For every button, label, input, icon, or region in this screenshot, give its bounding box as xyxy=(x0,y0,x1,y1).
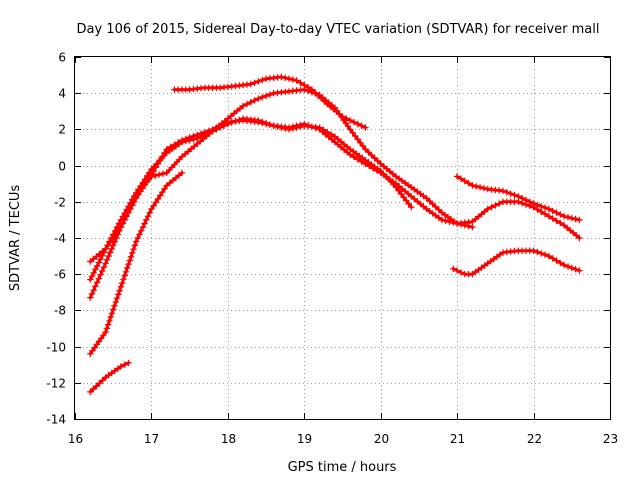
series-track-1 xyxy=(171,73,369,131)
y-tick-label: -8 xyxy=(54,304,66,318)
ticks: -14 -12 -10 -8 -6 -4 -2 0 2 4 6 16 17 18 19 20 21 22 23 xyxy=(46,51,618,447)
series-track-7 xyxy=(453,173,583,224)
y-tick-label: -2 xyxy=(54,196,66,210)
y-tick-label: -4 xyxy=(54,232,66,246)
series-markers xyxy=(171,73,369,131)
x-tick-label: 23 xyxy=(603,432,618,446)
x-tick-label: 19 xyxy=(297,432,312,446)
series-markers xyxy=(87,86,476,301)
series-track-6 xyxy=(87,359,132,396)
x-tick-label: 21 xyxy=(450,432,465,446)
series-markers xyxy=(87,169,186,357)
x-tick-label: 22 xyxy=(527,432,542,446)
y-tick-label: -10 xyxy=(46,341,66,355)
y-tick-label: -12 xyxy=(46,377,66,391)
x-tick-label: 17 xyxy=(144,432,159,446)
series-track-4 xyxy=(87,86,476,301)
series-track-8 xyxy=(450,247,583,278)
series-markers xyxy=(87,359,132,396)
x-tick-label: 20 xyxy=(374,432,389,446)
y-tick-label: -6 xyxy=(54,268,66,282)
series-track-5 xyxy=(87,169,186,357)
x-tick-label: 16 xyxy=(68,432,83,446)
y-tick-label: 4 xyxy=(58,87,66,101)
series-markers xyxy=(453,173,583,224)
y-tick-label: 2 xyxy=(58,123,66,137)
chart-title: Day 106 of 2015, Sidereal Day-to-day VTE… xyxy=(77,22,600,37)
x-tick-label: 18 xyxy=(221,432,236,446)
y-tick-label: 6 xyxy=(58,51,66,65)
series-markers xyxy=(450,247,583,278)
y-axis-label: SDTVAR / TECUs xyxy=(8,185,23,292)
y-tick-label: 0 xyxy=(58,160,66,174)
plot-frame xyxy=(74,56,611,420)
series-group xyxy=(87,73,583,396)
y-tick-label: -14 xyxy=(46,413,66,427)
x-axis-label: GPS time / hours xyxy=(288,460,397,475)
